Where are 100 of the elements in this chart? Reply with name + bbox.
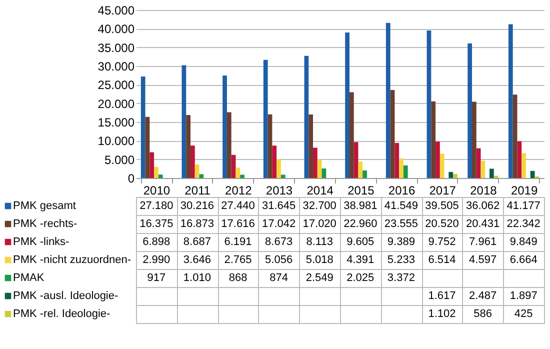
data-label: 17.616 <box>221 218 255 230</box>
bar <box>145 116 150 178</box>
x-tick-label: 2010 <box>143 184 170 198</box>
bar <box>236 168 240 178</box>
y-tick-label: 10.000 <box>98 134 135 148</box>
data-label: 6.191 <box>224 236 252 248</box>
data-label: 17.042 <box>262 218 296 230</box>
data-label: 5.056 <box>265 254 293 266</box>
data-label: 41.549 <box>384 200 418 212</box>
x-tick-label: 2011 <box>184 184 211 198</box>
data-label: 2.025 <box>346 272 374 284</box>
bar <box>386 22 390 178</box>
legend-label: PMK -ausl. Ideologie- <box>13 290 118 302</box>
data-label: 1.102 <box>428 308 456 320</box>
data-label: 8.687 <box>183 236 211 248</box>
bar <box>403 165 408 178</box>
bar <box>431 101 436 178</box>
bar <box>322 168 326 178</box>
data-label: 425 <box>514 308 533 320</box>
legend-label: PMK -links- <box>13 236 70 248</box>
data-label: 22.960 <box>344 218 378 230</box>
data-label: 9.389 <box>387 236 415 248</box>
legend-label: PMK -nicht zuzuordnen- <box>13 254 132 266</box>
data-label: 4.597 <box>469 254 497 266</box>
data-label: 39.505 <box>425 200 459 212</box>
data-label: 5.018 <box>306 254 334 266</box>
y-tick-label: 5.000 <box>104 152 135 167</box>
x-tick-label: 2013 <box>266 184 293 198</box>
data-label: 1.010 <box>183 272 211 284</box>
x-tick-label: 2018 <box>470 184 498 198</box>
bar <box>476 148 481 178</box>
bar <box>390 90 395 178</box>
y-tick-label: 25.000 <box>98 78 135 92</box>
legend-label: PMK -rechts- <box>13 218 78 230</box>
data-label: 22.342 <box>506 218 540 230</box>
bar <box>199 174 204 178</box>
data-label: 6.898 <box>142 236 170 248</box>
x-tick-label: 2017 <box>429 184 456 198</box>
data-label: 2.990 <box>142 254 170 266</box>
bar <box>194 164 200 178</box>
x-tick-label: 2019 <box>510 184 538 198</box>
bar <box>182 65 186 178</box>
bar <box>508 24 513 178</box>
bar <box>354 142 358 178</box>
y-tick-label: 35.000 <box>98 40 135 55</box>
data-label: 4.391 <box>346 254 374 266</box>
bar <box>304 56 309 178</box>
bar <box>150 152 154 178</box>
data-label: 32.700 <box>302 200 336 212</box>
data-label: 868 <box>228 272 248 284</box>
y-tick-label: 20.000 <box>98 96 135 111</box>
data-label: 31.645 <box>262 200 296 212</box>
y-tick-label: 40.000 <box>98 22 135 36</box>
data-label: 6.514 <box>428 254 456 266</box>
data-label: 586 <box>474 308 492 320</box>
legend-label: PMK -rel. Ideologie- <box>13 308 111 320</box>
y-tick-label: 15.000 <box>98 116 135 130</box>
bar <box>358 162 363 178</box>
bar <box>468 43 472 178</box>
data-label: 20.431 <box>466 218 500 230</box>
data-label: 27.440 <box>221 200 255 212</box>
data-label: 17.020 <box>302 218 336 230</box>
data-label: 2.487 <box>469 290 497 302</box>
data-label: 2.765 <box>224 254 252 266</box>
data-label: 3.372 <box>387 272 415 284</box>
bar <box>226 112 232 178</box>
data-label: 9.849 <box>510 236 538 248</box>
bar <box>517 141 522 178</box>
data-label: 3.646 <box>183 254 211 266</box>
data-label: 1.897 <box>510 290 538 302</box>
bar <box>530 170 535 178</box>
data-label: 36.062 <box>466 200 500 212</box>
bar <box>276 159 281 178</box>
data-label: 30.216 <box>180 200 214 212</box>
x-tick-label: 2014 <box>306 184 334 198</box>
bar <box>362 170 367 178</box>
data-label: 8.673 <box>265 236 293 248</box>
bar <box>186 115 190 178</box>
bar <box>190 146 195 178</box>
bar <box>448 172 454 178</box>
data-label: 6.664 <box>510 254 538 266</box>
bar <box>263 60 268 178</box>
bar <box>240 174 244 178</box>
legend-label: PMAK <box>13 272 45 284</box>
bar <box>272 146 277 178</box>
data-label: 16.375 <box>140 218 174 230</box>
x-tick-label: 2012 <box>225 184 252 198</box>
bar <box>349 92 354 178</box>
legend-label: PMK gesamt <box>13 200 76 212</box>
bar <box>308 114 314 178</box>
bar <box>222 76 227 178</box>
bar <box>280 174 286 178</box>
data-label: 27.180 <box>140 200 174 212</box>
bar <box>399 158 404 178</box>
bar <box>440 154 444 178</box>
data-label: 917 <box>147 272 166 284</box>
bar <box>317 159 322 178</box>
bar <box>490 168 494 178</box>
bar <box>522 153 526 178</box>
y-tick-label: 45.000 <box>98 4 135 18</box>
